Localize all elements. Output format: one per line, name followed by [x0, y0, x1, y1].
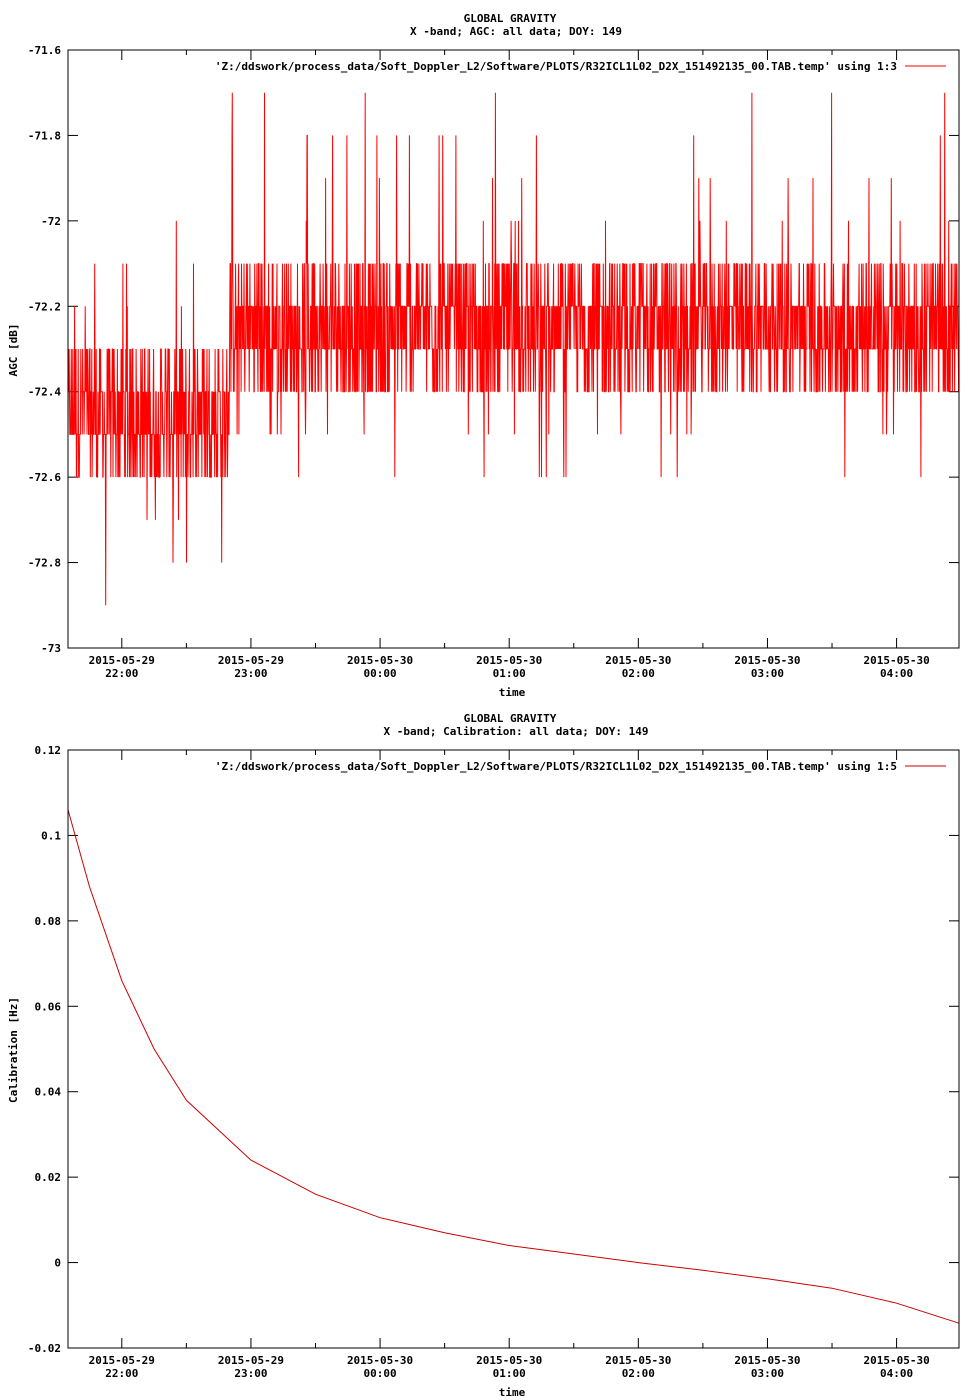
data-series [67, 92, 960, 606]
y-tick-label: 0 [54, 1257, 61, 1270]
x-tick-time: 00:00 [364, 1367, 397, 1380]
x-tick-date: 2015-05-29 [89, 654, 155, 667]
x-tick-date: 2015-05-30 [863, 1354, 929, 1367]
y-tick-label: 0.1 [41, 829, 61, 842]
x-axis-label: time [499, 1386, 526, 1399]
x-tick-time: 03:00 [751, 1367, 784, 1380]
x-tick-date: 2015-05-30 [476, 654, 542, 667]
x-tick-time: 22:00 [105, 667, 138, 680]
y-axis-label: Calibration [Hz] [7, 997, 20, 1103]
x-tick-date: 2015-05-30 [347, 1354, 413, 1367]
y-tick-label: -72.2 [28, 300, 61, 313]
y-ticks: -0.02 0 0.02 0.04 0.06 0.08 0.1 0.12 [28, 744, 959, 1355]
y-tick-label: -71.8 [28, 129, 61, 142]
plot-frame [67, 49, 960, 649]
x-tick-time: 23:00 [234, 667, 267, 680]
calibration-chart: GLOBAL GRAVITY X -band; Calibration: all… [7, 712, 960, 1399]
x-ticks: 2015-05-2922:002015-05-2923:002015-05-30… [89, 50, 930, 680]
y-tick-label: -0.02 [28, 1342, 61, 1355]
y-tick-label: -73 [41, 642, 61, 655]
x-tick-date: 2015-05-29 [218, 654, 284, 667]
y-ticks: -73 -72.8 -72.6 -72.4 -72.2 -72 -71.8 -71.6 [28, 44, 959, 655]
y-tick-label: 0.12 [35, 744, 62, 757]
plot-frame [67, 749, 960, 1349]
chart-title: GLOBAL GRAVITY [464, 12, 557, 25]
y-tick-label: -72.8 [28, 557, 61, 570]
legend-label: 'Z:/ddswork/process_data/Soft_Doppler_L2… [215, 60, 897, 73]
x-tick-time: 03:00 [751, 667, 784, 680]
x-tick-time: 02:00 [622, 667, 655, 680]
y-tick-label: 0.06 [35, 1000, 62, 1013]
y-tick-label: 0.08 [35, 915, 62, 928]
x-tick-date: 2015-05-30 [734, 1354, 800, 1367]
x-tick-time: 22:00 [105, 1367, 138, 1380]
x-tick-date: 2015-05-30 [605, 1354, 671, 1367]
x-tick-date: 2015-05-30 [476, 1354, 542, 1367]
y-tick-label: 0.02 [35, 1171, 62, 1184]
series-line [67, 809, 960, 1324]
x-tick-date: 2015-05-30 [863, 654, 929, 667]
y-tick-label: -72.4 [28, 386, 61, 399]
chart-subtitle: X -band; AGC: all data; DOY: 149 [410, 25, 622, 38]
x-tick-time: 23:00 [234, 1367, 267, 1380]
agc-chart: GLOBAL GRAVITY X -band; AGC: all data; D… [7, 12, 960, 699]
x-tick-date: 2015-05-30 [734, 654, 800, 667]
x-tick-time: 04:00 [880, 667, 913, 680]
legend-label: 'Z:/ddswork/process_data/Soft_Doppler_L2… [215, 760, 897, 773]
y-axis-label: AGC [dB] [7, 324, 20, 377]
x-ticks: 2015-05-2922:002015-05-2923:002015-05-30… [89, 750, 930, 1380]
y-tick-label: 0.04 [35, 1086, 62, 1099]
x-tick-date: 2015-05-30 [347, 654, 413, 667]
series-line [67, 92, 960, 606]
x-tick-date: 2015-05-29 [218, 1354, 284, 1367]
x-axis-label: time [499, 686, 526, 699]
x-tick-time: 00:00 [364, 667, 397, 680]
chart-title: GLOBAL GRAVITY [464, 712, 557, 725]
x-tick-time: 04:00 [880, 1367, 913, 1380]
x-tick-time: 01:00 [493, 1367, 526, 1380]
chart-subtitle: X -band; Calibration: all data; DOY: 149 [384, 725, 649, 738]
x-tick-time: 01:00 [493, 667, 526, 680]
x-tick-date: 2015-05-29 [89, 1354, 155, 1367]
x-tick-date: 2015-05-30 [605, 654, 671, 667]
y-tick-label: -71.6 [28, 44, 61, 57]
y-tick-label: -72 [41, 215, 61, 228]
y-tick-label: -72.6 [28, 471, 61, 484]
data-series [67, 809, 960, 1324]
x-tick-time: 02:00 [622, 1367, 655, 1380]
